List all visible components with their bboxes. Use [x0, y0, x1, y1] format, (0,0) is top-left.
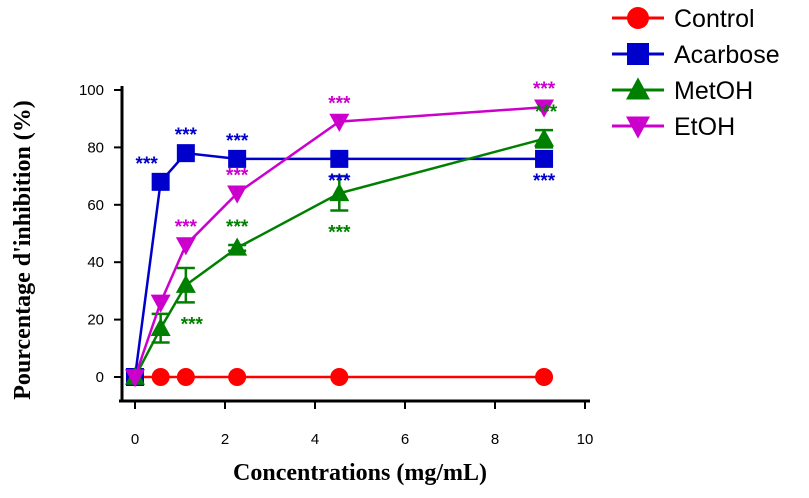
- x-tick-label: 8: [491, 431, 499, 448]
- plot-area: ****** ****** ********* ******************: [125, 79, 558, 388]
- legend-label: EtOH: [674, 113, 735, 141]
- y-axis-title: Pourcentage d'inhibition (%): [10, 100, 36, 400]
- data-point: [227, 237, 248, 256]
- data-point: [535, 368, 554, 386]
- significance-label: ***: [533, 79, 556, 100]
- x-tick-label: 2: [221, 431, 229, 448]
- data-point: [228, 368, 247, 386]
- legend: Control Acarbose MetOH EtOH: [612, 5, 780, 141]
- data-point: [150, 294, 171, 313]
- significance-label: ***: [328, 223, 351, 244]
- series-control: [126, 368, 554, 386]
- data-point: [330, 368, 349, 386]
- legend-item-control: Control: [612, 5, 755, 33]
- significance-metoh: *** *** *** ***: [181, 102, 558, 335]
- data-point: [534, 128, 555, 147]
- legend-marker: [627, 7, 649, 29]
- significance-label: ***: [136, 154, 159, 175]
- data-point: [175, 274, 196, 293]
- data-point: [228, 149, 247, 168]
- series-line: [133, 137, 545, 378]
- data-point: [125, 369, 145, 388]
- legend-item-etoh: EtOH: [612, 113, 735, 141]
- significance-label: ***: [226, 217, 249, 238]
- series-line: [133, 105, 545, 378]
- legend-item-acarbose: Acarbose: [612, 41, 780, 69]
- significance-acarbose: *** *** *** *** ***: [136, 125, 556, 192]
- significance-label: ***: [226, 131, 249, 152]
- y-tick-label: 40: [87, 254, 104, 271]
- data-point: [329, 182, 350, 202]
- legend-label: Acarbose: [674, 41, 780, 69]
- y-tick-label: 100: [79, 82, 104, 99]
- series-metoh: [125, 128, 555, 385]
- data-point: [175, 237, 196, 256]
- series-etoh: [125, 99, 555, 388]
- series-line: [133, 151, 545, 378]
- data-point: [151, 368, 170, 386]
- data-point: [151, 172, 170, 191]
- y-tick-label: 80: [87, 139, 104, 156]
- data-point: [176, 368, 195, 386]
- x-tick-label: 4: [311, 431, 319, 448]
- x-tick-label: 0: [131, 431, 139, 448]
- significance-label: ***: [328, 94, 351, 115]
- data-point: [176, 144, 195, 163]
- y-tick-label: 20: [87, 312, 104, 329]
- legend-marker: [626, 77, 650, 100]
- x-axis-title: Concentrations (mg/mL): [233, 460, 487, 486]
- significance-label: ***: [533, 171, 556, 192]
- legend-item-metoh: MetOH: [612, 77, 753, 105]
- data-point: [535, 149, 554, 168]
- significance-label: ***: [181, 314, 204, 335]
- data-point: [227, 185, 248, 204]
- significance-label: ***: [175, 125, 198, 146]
- data-point: [150, 317, 171, 336]
- data-point: [329, 113, 350, 132]
- data-point: [534, 99, 555, 118]
- significance-label: ***: [535, 102, 558, 123]
- x-tick-label: 6: [401, 431, 409, 448]
- significance-label: ***: [328, 171, 351, 192]
- significance-label: ***: [226, 165, 249, 186]
- legend-label: MetOH: [674, 77, 753, 105]
- significance-label: ***: [175, 217, 198, 238]
- legend-marker: [627, 43, 649, 65]
- x-tick-label: 10: [577, 431, 594, 448]
- significance-etoh: ************: [175, 79, 556, 238]
- legend-label: Control: [674, 5, 755, 33]
- legend-marker: [626, 116, 650, 139]
- y-tick-label: 60: [87, 197, 104, 214]
- axes: [119, 86, 590, 403]
- data-point: [330, 149, 349, 168]
- y-tick-label: 0: [96, 369, 104, 386]
